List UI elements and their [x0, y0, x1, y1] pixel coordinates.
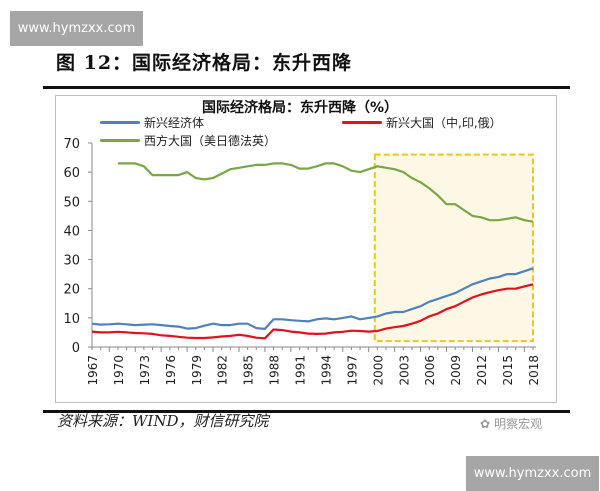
x-tick-label: 1988 [268, 355, 282, 386]
brand-mark: ✿ 明察宏观 [480, 415, 542, 432]
chart-frame [55, 95, 557, 403]
watermark-bottom: www.hymzxx.com [466, 456, 599, 491]
bottom-rule [43, 410, 570, 413]
series-line-0 [91, 267, 534, 330]
series-line-1 [91, 283, 534, 340]
x-tick-label: 1994 [319, 355, 333, 386]
x-tick-label: 2015 [501, 355, 515, 386]
figure-title: 图 12：国际经济格局：东升西降 [56, 52, 353, 74]
watermark-text: www.hymzxx.com [17, 21, 136, 36]
x-tick-label: 1970 [112, 355, 126, 386]
y-tick-label: 40 [63, 224, 80, 239]
x-tick-label: 1979 [190, 355, 204, 386]
y-tick-label: 10 [63, 312, 80, 327]
x-tick-label: 2009 [449, 355, 463, 386]
source-note: 资料来源：WIND，财信研究院 [57, 412, 269, 430]
x-tick-label: 2003 [397, 355, 411, 386]
legend-label: 西方大国（美日德法英） [144, 134, 277, 148]
brand-text: 明察宏观 [494, 417, 543, 431]
y-tick-label: 70 [63, 137, 80, 152]
watermark-text: www.hymzxx.com [473, 466, 592, 481]
legend-swatch-green [100, 139, 140, 142]
legend-label: 新兴经济体 [144, 116, 205, 130]
x-tick-label: 1973 [138, 355, 152, 386]
x-tick-label: 2006 [423, 355, 437, 386]
legend-item-emerging-powers: 新兴大国（中,印,俄） [342, 114, 502, 131]
y-tick-label: 0 [72, 341, 80, 356]
x-tick-label: 1985 [242, 355, 256, 386]
watermark-top: www.hymzxx.com [10, 11, 143, 46]
legend-label: 新兴大国（中,印,俄） [386, 116, 502, 130]
y-tick-label: 60 [63, 166, 80, 181]
x-tick-label: 2018 [527, 355, 541, 386]
series-line-2 [117, 162, 534, 223]
x-tick-label: 2012 [475, 355, 489, 386]
legend-swatch-blue [100, 121, 140, 124]
y-tick-label: 50 [63, 195, 80, 210]
line-chart: 0 10 20 30 40 50 60 70 1967 1970 1973 1976 1979 1982 1… [63, 137, 541, 386]
x-tick-label: 2000 [371, 355, 385, 386]
x-tick-label: 1976 [164, 355, 178, 386]
x-tick-label: 1967 [86, 355, 100, 386]
legend-item-western-powers: 西方大国（美日德法英） [100, 132, 276, 149]
legend-swatch-red [342, 121, 382, 124]
chart-title: 国际经济格局：东升西降（%） [201, 100, 399, 116]
x-tick-label: 1991 [294, 355, 308, 386]
legend-item-emerging-economies: 新兴经济体 [100, 114, 204, 131]
y-tick-label: 30 [63, 254, 80, 269]
x-tick-label: 1997 [345, 355, 359, 386]
highlight-box [373, 153, 534, 343]
top-rule [43, 86, 570, 89]
x-tick-label: 1982 [216, 355, 230, 386]
wechat-icon: ✿ [480, 416, 491, 431]
y-tick-label: 20 [63, 283, 80, 298]
